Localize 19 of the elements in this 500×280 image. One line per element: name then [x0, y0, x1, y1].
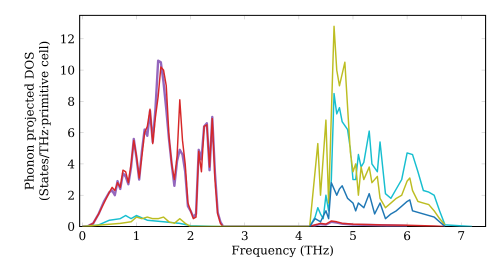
y-tick-label: 4 [68, 159, 74, 168]
y-axis-title: Phonon projected DOS (States/THz·primitive cell) [24, 42, 51, 200]
y-tick-label: 12 [61, 34, 74, 44]
x-tick-label: 1 [134, 231, 139, 240]
line-series [82, 25, 446, 226]
x-tick-label: 0 [79, 231, 86, 240]
x-tick-label: 6 [404, 231, 410, 240]
x-tick-label: 4 [295, 231, 302, 240]
x-tick-label: 5 [350, 231, 356, 240]
x-tick-label: 2 [188, 231, 194, 240]
x-tick-label: 7 [458, 231, 464, 240]
y-tick-label: 10 [61, 65, 74, 74]
x-tick-label: 3 [242, 231, 248, 240]
y-tick-label: 6 [68, 128, 74, 138]
y-tick-label: 8 [68, 96, 74, 106]
x-axis-title: Frequency (THz) [232, 245, 333, 257]
y-tick-label: 0 [68, 222, 74, 231]
y-tick-label: 2 [68, 190, 74, 200]
line-series [308, 182, 446, 226]
